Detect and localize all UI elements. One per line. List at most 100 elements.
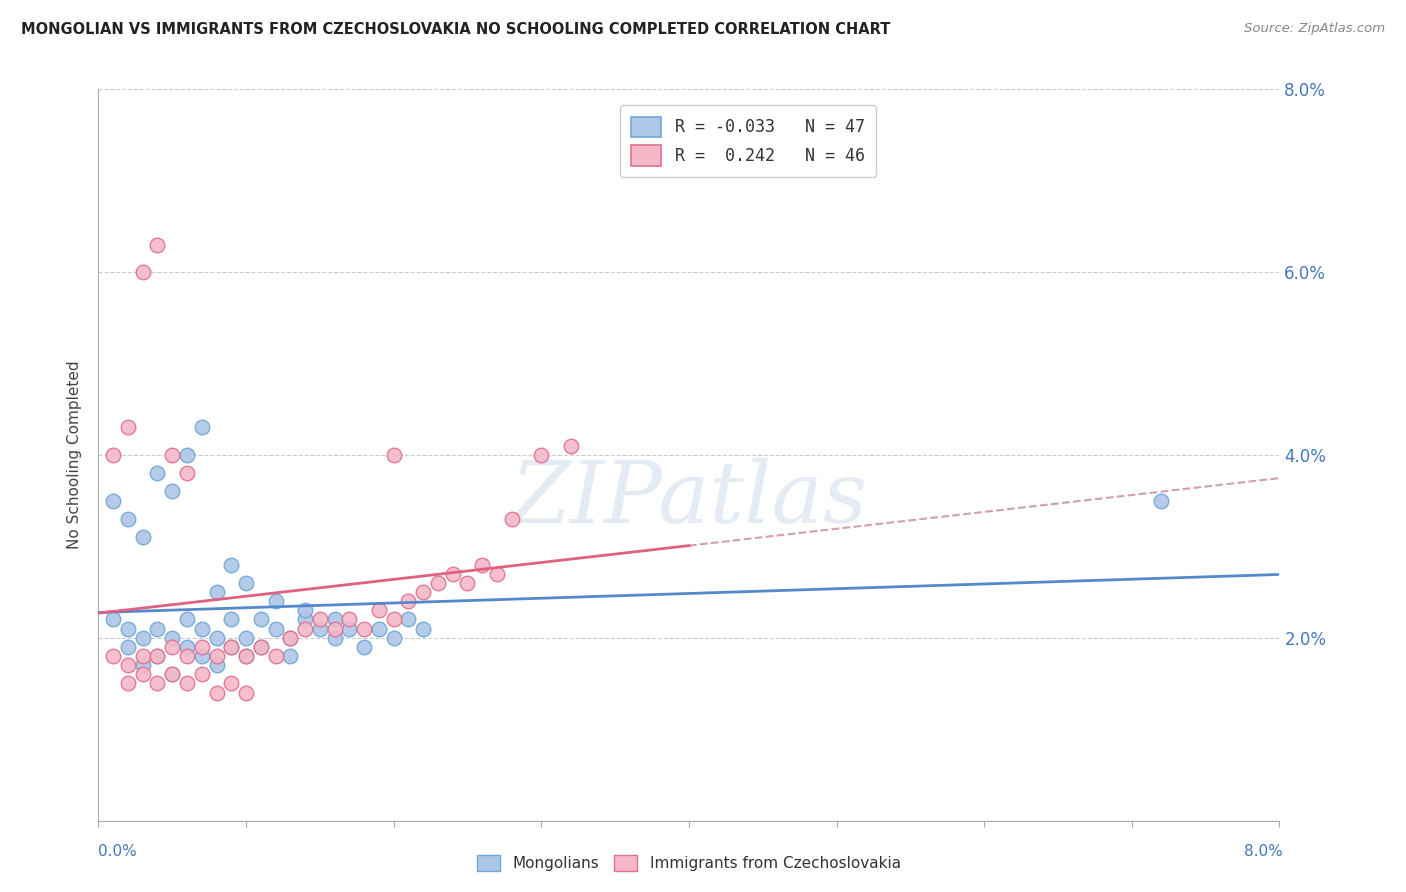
Point [176,676,198,690]
Point [176,649,198,664]
Point [103,613,125,627]
Point [294,622,316,636]
Point [162,448,183,462]
Point [176,640,198,654]
Point [117,676,139,690]
Point [176,613,198,627]
Point [162,484,183,499]
Point [162,631,183,645]
Point [162,667,183,681]
Point [191,667,214,681]
Point [426,576,449,591]
Point [382,613,405,627]
Point [132,530,155,544]
Point [132,631,155,645]
Point [132,649,155,664]
Point [146,237,169,252]
Point [117,640,139,654]
Point [456,576,478,591]
Point [367,603,389,617]
Point [132,667,155,681]
Point [337,622,360,636]
Point [219,613,242,627]
Point [530,448,553,462]
Point [412,585,434,599]
Point [205,685,228,699]
Point [205,658,228,673]
Point [219,640,242,654]
Point [219,676,242,690]
Point [441,566,464,581]
Point [485,566,508,581]
Point [132,658,155,673]
Point [323,622,346,636]
Point [132,265,155,279]
Y-axis label: No Schooling Completed: No Schooling Completed [67,360,83,549]
Point [103,649,125,664]
Point [471,558,494,572]
Point [250,640,273,654]
Legend: Mongolians, Immigrants from Czechoslovakia: Mongolians, Immigrants from Czechoslovak… [470,847,908,879]
Point [235,649,257,664]
Point [560,439,582,453]
Point [1150,493,1173,508]
Point [367,622,389,636]
Point [176,448,198,462]
Point [205,631,228,645]
Point [382,448,405,462]
Point [278,649,302,664]
Point [294,603,316,617]
Point [396,594,419,608]
Point [308,613,332,627]
Point [146,466,169,480]
Point [264,649,287,664]
Point [117,512,139,526]
Point [501,512,523,526]
Point [205,585,228,599]
Point [146,622,169,636]
Point [146,649,169,664]
Point [103,493,125,508]
Point [176,466,198,480]
Point [250,613,273,627]
Point [117,420,139,434]
Point [162,640,183,654]
Point [294,613,316,627]
Point [103,448,125,462]
Point [219,640,242,654]
Text: Source: ZipAtlas.com: Source: ZipAtlas.com [1244,22,1385,36]
Point [396,613,419,627]
Point [146,676,169,690]
Point [323,631,346,645]
Point [219,558,242,572]
Point [117,622,139,636]
Point [146,649,169,664]
Point [205,649,228,664]
Point [337,613,360,627]
Point [162,667,183,681]
Point [382,631,405,645]
Text: 8.0%: 8.0% [1243,845,1282,859]
Point [353,640,375,654]
Text: MONGOLIAN VS IMMIGRANTS FROM CZECHOSLOVAKIA NO SCHOOLING COMPLETED CORRELATION C: MONGOLIAN VS IMMIGRANTS FROM CZECHOSLOVA… [21,22,890,37]
Point [353,622,375,636]
Point [191,622,214,636]
Point [235,631,257,645]
Point [235,649,257,664]
Point [278,631,302,645]
Point [191,420,214,434]
Point [191,640,214,654]
Point [323,613,346,627]
Point [235,685,257,699]
Point [264,594,287,608]
Text: ZIPatlas: ZIPatlas [510,458,868,541]
Point [412,622,434,636]
Point [278,631,302,645]
Point [308,622,332,636]
Point [235,576,257,591]
Point [250,640,273,654]
Text: 0.0%: 0.0% [98,845,138,859]
Point [264,622,287,636]
Point [191,649,214,664]
Point [117,658,139,673]
